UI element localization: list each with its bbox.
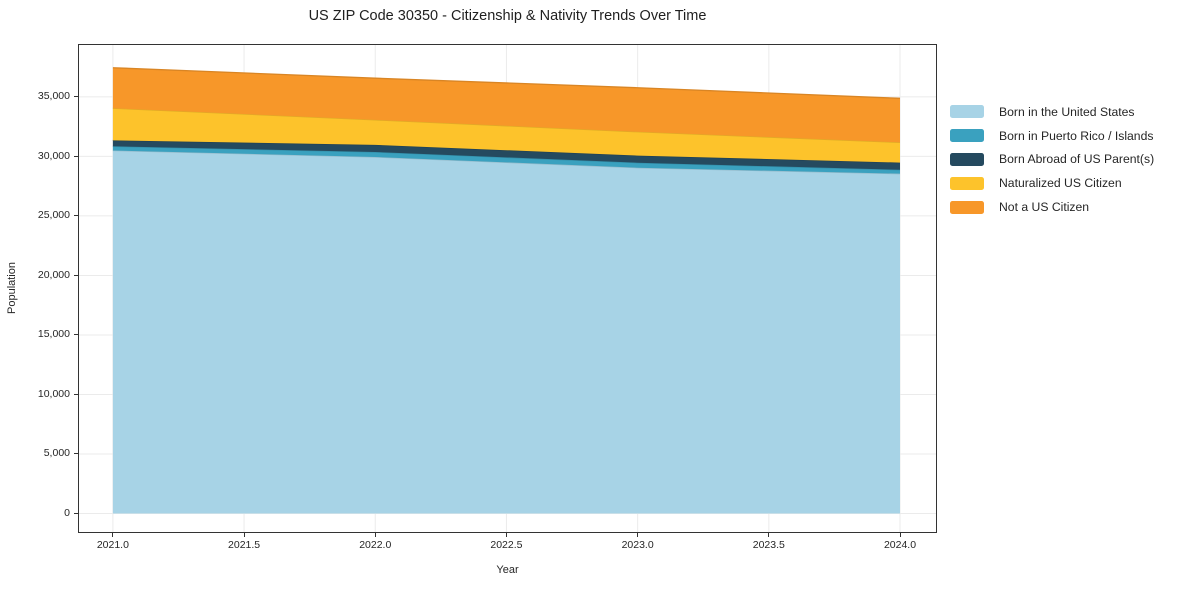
x-tick-label: 2021.5: [228, 539, 261, 551]
y-tick-label: 10,000: [37, 387, 70, 400]
x-tick-label: 2021.0: [96, 539, 129, 551]
y-tick-mark: [74, 274, 78, 276]
legend-label: Born in Puerto Rico / Islands: [999, 128, 1154, 143]
x-axis-label: Year: [496, 564, 519, 576]
y-tick-label: 15,000: [37, 328, 70, 341]
area-edge-0: [112, 149, 901, 175]
area-series-0: [112, 150, 901, 514]
legend-swatch-icon: [950, 176, 984, 190]
y-tick-mark: [74, 155, 78, 157]
stacked-area-chart: [78, 44, 937, 533]
x-tick-mark: [637, 533, 639, 537]
x-tick-mark: [899, 533, 901, 537]
legend-item: Not a US Citizen: [950, 195, 1154, 219]
x-tick-mark: [505, 533, 507, 537]
area-series-2: [112, 140, 901, 170]
y-tick-mark: [74, 453, 78, 455]
legend-swatch-icon: [950, 200, 984, 214]
legend-label: Born in the United States: [999, 104, 1135, 119]
y-tick-label: 5,000: [43, 447, 70, 460]
y-tick-mark: [74, 393, 78, 395]
y-tick-mark: [74, 334, 78, 336]
y-tick-label: 35,000: [37, 90, 70, 103]
plot-area: [78, 44, 937, 533]
x-tick-mark: [243, 533, 245, 537]
x-tick-label: 2022.0: [359, 539, 392, 551]
area-series-4: [112, 67, 901, 143]
area-series-3: [112, 108, 901, 163]
y-axis-label: Population: [6, 262, 18, 314]
x-tick-label: 2023.5: [752, 539, 785, 551]
area-series-1: [112, 146, 901, 174]
chart-title: US ZIP Code 30350 - Citizenship & Nativi…: [308, 8, 707, 24]
legend: Born in the United States Born in Puerto …: [950, 100, 1155, 219]
x-tick-mark: [112, 533, 114, 537]
legend-swatch-icon: [950, 129, 984, 143]
y-tick-label: 25,000: [37, 209, 70, 222]
x-tick-label: 2022.5: [490, 539, 523, 551]
y-tick-mark: [74, 513, 78, 514]
x-tick-label: 2024.0: [883, 539, 917, 551]
legend-label: Naturalized US Citizen: [999, 176, 1122, 191]
area-edge-4: [112, 67, 901, 99]
plot-border: [78, 44, 937, 533]
legend-item: Born Abroad of US Parent(s): [950, 148, 1154, 172]
x-tick-label: 2023.0: [621, 539, 654, 551]
legend-item: Born in Puerto Rico / Islands: [950, 124, 1154, 148]
legend-swatch-icon: [950, 152, 984, 166]
y-tick-label: 20,000: [37, 268, 70, 281]
x-tick-mark: [374, 533, 376, 537]
legend-label: Not a US Citizen: [999, 200, 1090, 215]
legend-item: Born in the United States: [950, 100, 1154, 124]
y-tick-mark: [74, 215, 78, 217]
y-tick-mark: [74, 96, 78, 98]
legend-label: Born Abroad of US Parent(s): [999, 152, 1155, 167]
y-tick-label: 30,000: [37, 149, 70, 162]
legend-item: Naturalized US Citizen: [950, 171, 1154, 195]
y-tick-label: 0: [64, 507, 70, 519]
legend-swatch-icon: [950, 105, 984, 119]
x-tick-mark: [768, 533, 770, 537]
